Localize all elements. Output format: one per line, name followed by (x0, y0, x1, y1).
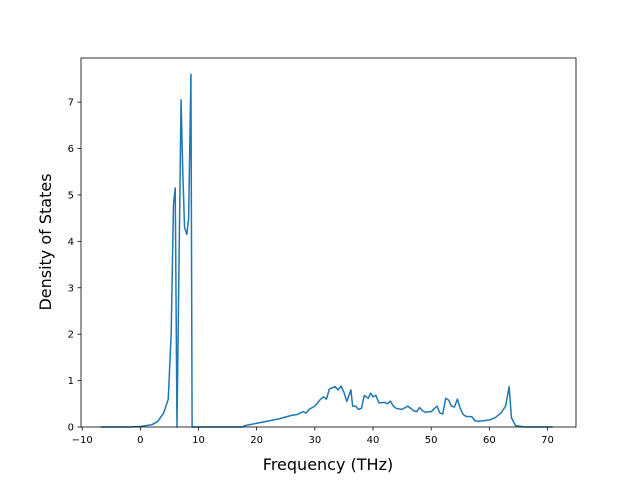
x-tick-label: 20 (250, 435, 263, 446)
x-axis-label: Frequency (THz) (263, 455, 393, 474)
y-tick-label: 0 (68, 423, 74, 434)
x-tick-label: 50 (425, 435, 438, 446)
x-tick-label: 70 (541, 435, 554, 446)
y-tick-label: 6 (68, 144, 74, 155)
x-tick-label: 10 (192, 435, 205, 446)
x-tick-label: 0 (137, 435, 143, 446)
y-tick-label: 4 (68, 237, 74, 248)
y-tick-label: 7 (68, 98, 74, 109)
y-tick-label: 1 (68, 376, 74, 387)
x-tick-label: 60 (483, 435, 496, 446)
y-tick-label: 5 (68, 190, 74, 201)
x-tick-label: 40 (367, 435, 380, 446)
y-tick-label: 3 (68, 283, 74, 294)
y-axis-label: Density of States (36, 173, 55, 310)
y-tick-label: 2 (68, 330, 74, 341)
line (100, 73, 553, 428)
x-tick-label: −10 (72, 435, 93, 446)
x-tick-label: 30 (308, 435, 321, 446)
plot-frame (80, 57, 577, 428)
